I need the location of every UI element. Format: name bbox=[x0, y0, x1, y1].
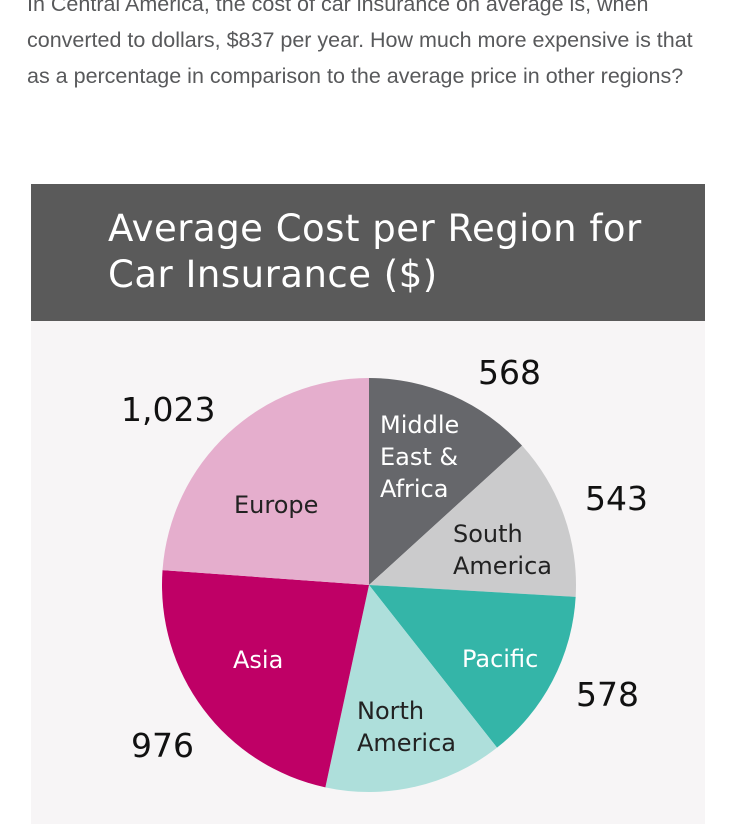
value-label-pacific: 578 bbox=[576, 675, 639, 714]
chart-header: Average Cost per Region for Car Insuranc… bbox=[31, 184, 705, 321]
pie-slice-south-america bbox=[369, 445, 576, 597]
label-line: Middle bbox=[380, 411, 459, 439]
slice-label-south-america: South America bbox=[453, 520, 552, 580]
value-label-europe: 1,023 bbox=[121, 390, 215, 429]
label-line: Africa bbox=[380, 475, 448, 503]
pie-slice-europe bbox=[162, 377, 369, 585]
pie-slice-north-america bbox=[325, 585, 498, 792]
pie-slice-pacific bbox=[369, 585, 576, 748]
label-line: East & bbox=[380, 443, 458, 471]
label-line: America bbox=[453, 552, 552, 580]
pie-slice-asia bbox=[161, 570, 369, 788]
chart-panel: Average Cost per Region for Car Insuranc… bbox=[31, 184, 705, 824]
slice-label-pacific: Pacific bbox=[462, 645, 538, 673]
slice-label-middle-east-africa: Middle East & Africa bbox=[380, 411, 467, 503]
value-label-north-america: 600 bbox=[425, 809, 488, 814]
value-label-middle-east-africa: 568 bbox=[478, 353, 541, 392]
slice-label-europe: Europe bbox=[234, 491, 318, 519]
slice-label-north-america: North America bbox=[357, 697, 456, 757]
value-label-south-america: 543 bbox=[585, 479, 648, 518]
label-line: America bbox=[357, 729, 456, 757]
slice-label-asia: Asia bbox=[233, 646, 283, 674]
label-line: North bbox=[357, 697, 424, 725]
question-text: In Central America, the cost of car insu… bbox=[27, 0, 693, 88]
pie-slice-middle-east-africa bbox=[369, 378, 523, 585]
label-line: South bbox=[453, 520, 523, 548]
chart-title: Average Cost per Region for Car Insuranc… bbox=[108, 207, 642, 296]
value-label-asia: 976 bbox=[131, 726, 194, 765]
